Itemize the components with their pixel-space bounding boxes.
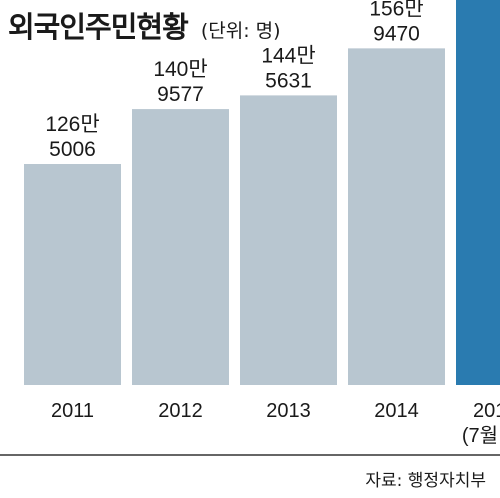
value-label: 9470 xyxy=(373,22,420,45)
category-label: 2013 xyxy=(266,400,311,422)
value-label: 126만 xyxy=(45,113,99,136)
category-label: 2011 xyxy=(51,400,94,422)
bar-2011 xyxy=(24,164,121,385)
unit-label: (단위: 명) xyxy=(200,20,281,42)
bar-2014 xyxy=(348,48,445,385)
value-label: 156만 xyxy=(369,0,423,20)
value-label: 140만 xyxy=(153,58,207,81)
value-label: 9577 xyxy=(157,83,204,106)
bar-2013 xyxy=(240,95,337,385)
source-label: 자료: 행정자치부 xyxy=(365,471,486,491)
value-label: 5631 xyxy=(265,69,312,92)
value-label: 144만 xyxy=(261,44,315,67)
category-label: 2014 xyxy=(374,400,419,422)
bar-2015년 xyxy=(456,0,500,385)
category-label: 2012 xyxy=(158,400,203,422)
chart-title: 외국인주민현황 xyxy=(8,10,189,44)
chart-header: 외국인주민현황 (단위: 명) xyxy=(8,4,281,46)
category-note: (7월 기준) xyxy=(462,424,500,447)
category-label: 2015년 xyxy=(473,399,500,422)
bar-2012 xyxy=(132,109,229,385)
value-label: 5006 xyxy=(49,138,96,161)
